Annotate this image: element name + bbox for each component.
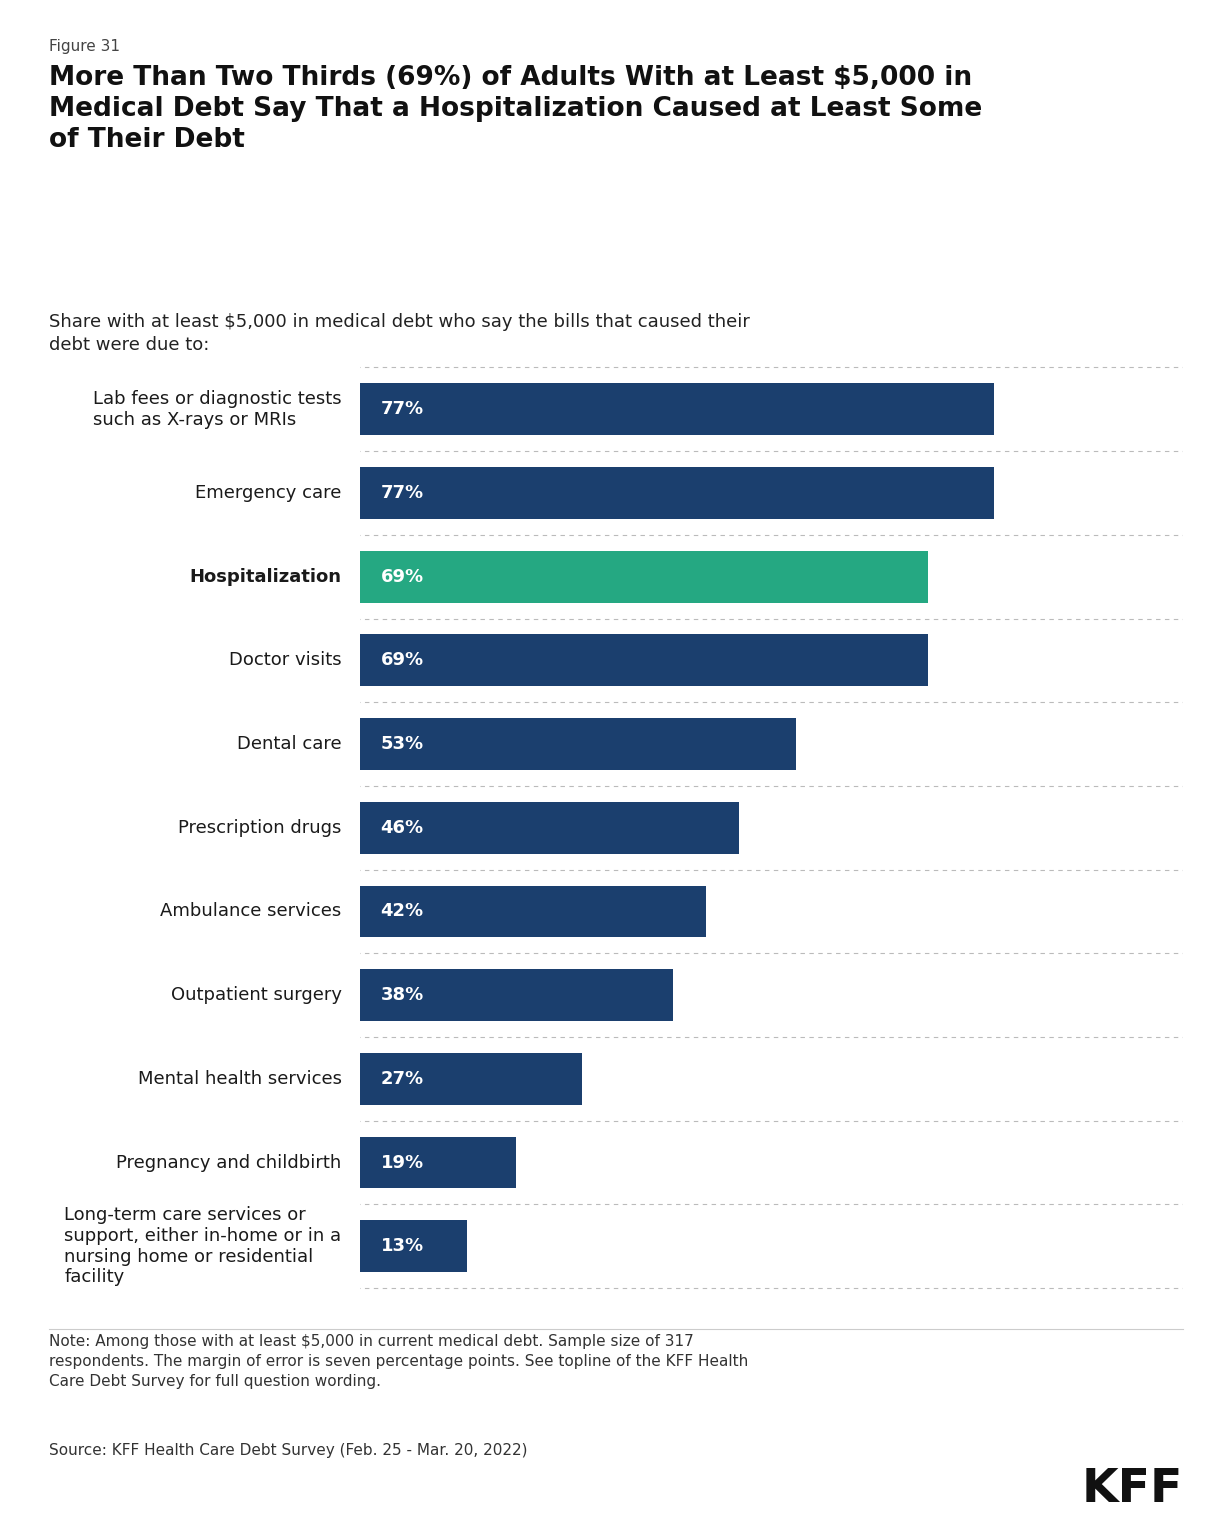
Bar [360,634,928,687]
Text: Long-term care services or
support, either in-home or in a
nursing home or resid: Long-term care services or support, eith… [65,1206,342,1286]
Bar [360,1137,516,1189]
Text: Figure 31: Figure 31 [49,38,120,54]
Text: Lab fees or diagnostic tests
such as X-rays or MRIs: Lab fees or diagnostic tests such as X-r… [93,390,342,428]
Text: Emergency care: Emergency care [195,484,342,502]
Text: Dental care: Dental care [237,735,342,753]
Text: 69%: 69% [381,568,423,585]
Bar [360,551,928,602]
Text: 77%: 77% [381,400,423,419]
Text: Hospitalization: Hospitalization [189,568,342,585]
Text: 13%: 13% [381,1237,423,1255]
Text: More Than Two Thirds (69%) of Adults With at Least $5,000 in
Medical Debt Say Th: More Than Two Thirds (69%) of Adults Wit… [49,65,982,152]
Text: Mental health services: Mental health services [138,1070,342,1087]
Bar [360,718,797,770]
Bar [360,969,673,1021]
Text: 77%: 77% [381,484,423,502]
Text: 46%: 46% [381,819,423,836]
Text: KFF: KFF [1082,1468,1183,1512]
Text: 19%: 19% [381,1153,423,1172]
Text: Pregnancy and childbirth: Pregnancy and childbirth [116,1153,342,1172]
Text: Ambulance services: Ambulance services [160,902,342,921]
Text: Share with at least $5,000 in medical debt who say the bills that caused their
d: Share with at least $5,000 in medical de… [49,313,749,354]
Text: Source: KFF Health Care Debt Survey (Feb. 25 - Mar. 20, 2022): Source: KFF Health Care Debt Survey (Feb… [49,1443,527,1458]
Bar [360,383,994,436]
Text: Note: Among those with at least $5,000 in current medical debt. Sample size of 3: Note: Among those with at least $5,000 i… [49,1334,748,1389]
Bar [360,1220,467,1272]
Bar [360,467,994,519]
Text: 38%: 38% [381,986,423,1004]
Bar [360,1053,582,1104]
Text: 42%: 42% [381,902,423,921]
Text: 27%: 27% [381,1070,423,1087]
Text: 53%: 53% [381,735,423,753]
Text: 69%: 69% [381,651,423,670]
Text: Outpatient surgery: Outpatient surgery [171,986,342,1004]
Text: Doctor visits: Doctor visits [229,651,342,670]
Text: Prescription drugs: Prescription drugs [178,819,342,836]
Bar [360,802,738,853]
Bar [360,885,705,938]
